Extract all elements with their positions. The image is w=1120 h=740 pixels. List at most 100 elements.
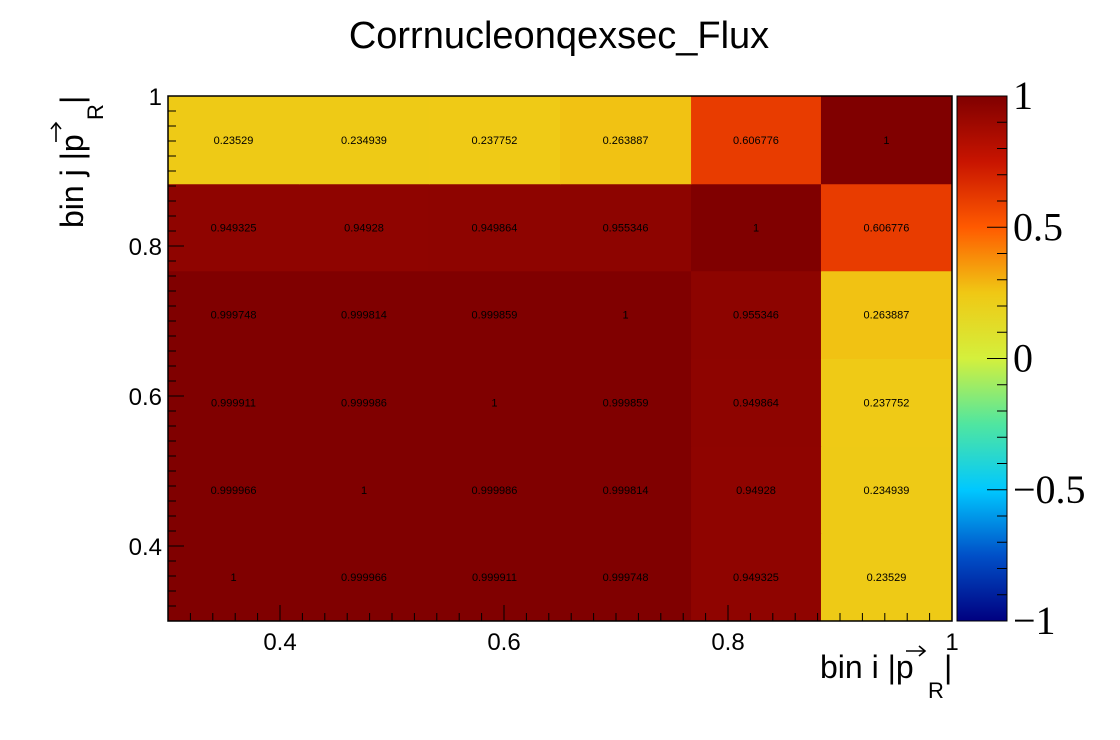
heatmap-cell-1-2 [299,358,430,447]
heatmap-cell-4-0 [691,533,822,622]
heatmap-cell-0-5 [168,96,300,185]
heatmap-cell-3-5 [560,96,692,185]
heatmap-cell-1-0 [299,533,430,622]
cell-value-label-2-2: 1 [491,397,497,409]
cell-value-label-2-3: 0.999859 [472,310,518,322]
cell-value-label-3-0: 0.999748 [603,572,649,584]
heatmap-cell-1-5 [299,96,430,185]
colorbar-tick-label: 0.5 [1013,204,1063,249]
y-tick-label: 0.6 [129,384,162,411]
heatmap-cell-labels: 1 0.999966 0.999911 0.999748 0.949325 0.23529… [211,135,910,584]
y-axis-title-end: | [54,96,90,104]
heatmap-cell-0-0 [168,533,300,622]
cell-value-label-0-2: 0.999911 [211,397,256,409]
colorbar-ticks: −1 −0.5 0 0.5 1 [987,73,1086,643]
cell-value-label-3-5: 0.263887 [603,135,649,147]
heatmap-cell-4-5 [691,96,822,185]
cell-value-label-4-2: 0.949864 [733,397,779,409]
y-tick-label: 1 [149,84,162,111]
heatmap-cell-4-3 [691,270,822,359]
x-tick-label: 0.4 [263,629,296,656]
colorbar-tick-label: 1 [1013,73,1033,118]
cell-value-label-1-0: 0.999966 [341,572,387,584]
heatmap-cell-2-1 [428,446,561,534]
cell-value-label-4-5: 0.606776 [733,135,779,147]
cell-value-label-5-0: 0.23529 [867,572,907,584]
colorbar-tick-label: 0 [1013,336,1033,381]
cell-value-label-1-5: 0.234939 [341,135,387,147]
x-axis-title-end: | [944,649,952,685]
x-axis-title-main: bin i |p [820,649,914,685]
heatmap-cell-0-3 [168,270,300,359]
y-axis-title-main: bin j |p [54,134,90,228]
heatmap-cell-5-3 [820,270,953,359]
heatmap-cell-0-2 [168,358,300,447]
cell-value-label-3-2: 0.999859 [603,397,649,409]
heatmap-cell-5-0 [820,533,953,622]
plot-frame [167,95,953,622]
colorbar-tick-label: −0.5 [1013,467,1086,512]
cell-value-label-0-4: 0.949325 [211,222,257,234]
cell-value-label-5-1: 0.234939 [864,485,910,497]
cell-value-label-1-2: 0.999986 [341,397,387,409]
heatmap-cell-4-4 [691,183,822,272]
y-axis-ticks: 0.4 0.6 0.8 1 [129,84,184,622]
heatmap-cell-1-4 [299,183,430,272]
cell-value-label-3-4: 0.955346 [603,222,649,234]
chart-title: Corrnucleonqexsec_Flux [348,14,770,57]
heatmap-cell-2-5 [428,96,561,185]
cell-value-label-1-3: 0.999814 [341,310,387,322]
heatmap-cell-3-4 [560,183,692,272]
cell-value-label-4-1: 0.94928 [736,485,776,497]
cell-value-label-0-3: 0.999748 [211,310,257,322]
heatmap-cell-1-1 [299,446,430,534]
cell-value-label-4-4: 1 [753,222,759,234]
cell-value-label-1-1: 1 [361,485,367,497]
cell-value-label-2-4: 0.949864 [472,222,518,234]
heatmap-cells [168,96,953,622]
cell-value-label-4-3: 0.955346 [733,310,779,322]
cell-value-label-3-1: 0.999814 [603,485,649,497]
cell-value-label-2-5: 0.237752 [472,135,518,147]
cell-value-label-5-5: 1 [883,135,889,147]
heatmap-cell-3-3 [560,270,692,359]
x-tick-label: 0.8 [711,629,744,656]
x-axis-ticks: 0.4 0.6 0.8 1 [167,605,959,656]
title-box: Corrnucleonqexsec_Flux [313,8,805,64]
vector-arrow-icon [50,121,62,142]
y-axis-title: bin j |p R | [50,96,108,228]
heatmap-cell-3-0 [560,533,692,622]
heatmap-cell-5-1 [820,446,953,534]
x-axis-title-subscript: R [928,678,944,703]
heatmap-cell-4-1 [691,446,822,534]
heatmap-cell-5-4 [820,183,953,272]
cell-value-label-5-4: 0.606776 [864,222,910,234]
x-axis-title: bin i |p R | [820,645,952,703]
heatmap-cell-2-3 [428,270,561,359]
cell-value-label-2-0: 0.999911 [472,572,517,584]
x-tick-label: 1 [945,629,958,656]
heatmap-cell-0-1 [168,446,300,534]
cell-value-label-5-2: 0.237752 [864,397,910,409]
heatmap-cell-3-1 [560,446,692,534]
cell-value-label-5-3: 0.263887 [864,310,910,322]
cell-value-label-0-5: 0.23529 [214,135,254,147]
heatmap-cell-1-3 [299,270,430,359]
cell-value-label-0-1: 0.999966 [211,485,257,497]
heatmap-cell-2-0 [428,533,561,622]
heatmap-cell-0-4 [168,183,300,272]
cell-value-label-1-4: 0.94928 [344,222,384,234]
heatmap-cell-5-5 [820,96,953,185]
heatmap-cell-5-2 [820,358,953,447]
x-tick-label: 0.6 [487,629,520,656]
cell-value-label-2-1: 0.999986 [472,485,518,497]
colorbar-tick-label: −1 [1013,598,1056,643]
cell-value-label-3-3: 1 [622,310,628,322]
y-tick-label: 0.4 [129,534,162,561]
heatmap-cell-4-2 [691,358,822,447]
cell-value-label-0-0: 1 [230,572,236,584]
y-tick-label: 0.8 [129,234,162,261]
cell-value-label-4-0: 0.949325 [733,572,779,584]
y-axis-title-subscript: R [83,104,108,120]
